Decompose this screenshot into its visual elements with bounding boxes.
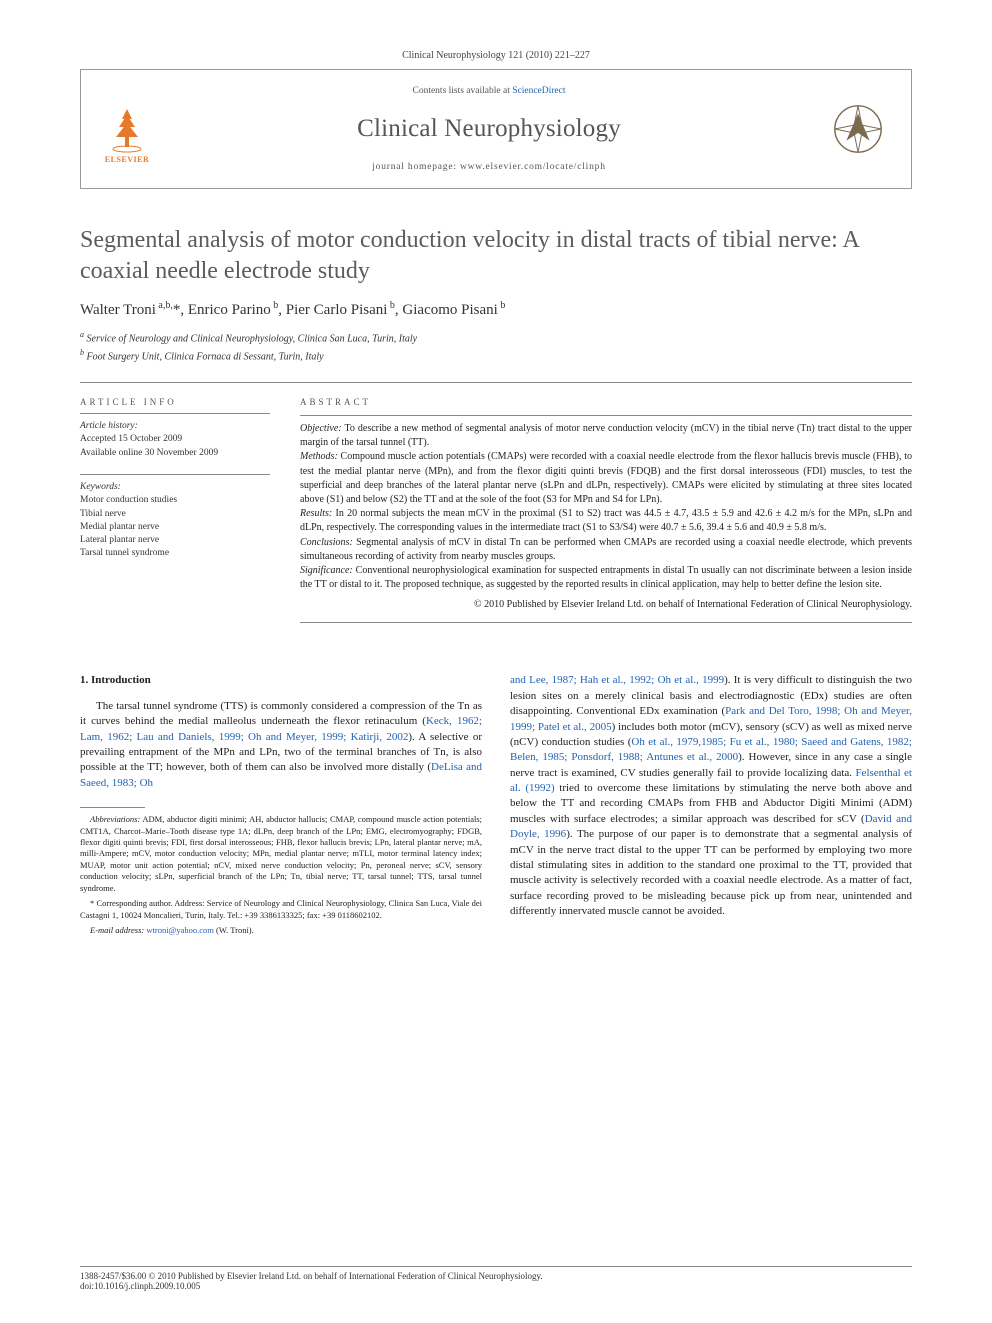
- email-link[interactable]: wtroni@yahoo.com: [146, 925, 214, 935]
- body-column-left: 1. Introduction The tarsal tunnel syndro…: [80, 673, 482, 940]
- homepage-url: www.elsevier.com/locate/clinph: [460, 162, 606, 172]
- intro-heading: 1. Introduction: [80, 673, 482, 688]
- elsevier-logo: ELSEVIER: [99, 94, 155, 164]
- affiliation-b-text: Foot Surgery Unit, Clinica Fornaca di Se…: [87, 351, 324, 362]
- keyword: Medial plantar nerve: [80, 521, 270, 534]
- affiliation-b: b Foot Surgery Unit, Clinica Fornaca di …: [80, 347, 912, 364]
- citation-link[interactable]: and Lee, 1987; Hah et al., 1992; Oh et a…: [510, 674, 724, 686]
- online-date: Available online 30 November 2009: [80, 447, 270, 460]
- divider: [300, 415, 912, 416]
- abstract-label: ABSTRACT: [300, 397, 912, 407]
- abstract-methods-label: Methods:: [300, 451, 338, 462]
- abbrev-text: ADM, abductor digiti minimi; AH, abducto…: [80, 814, 482, 893]
- corresponding-footnote: * Corresponding author. Address: Service…: [80, 898, 482, 921]
- sciencedirect-link[interactable]: ScienceDirect: [512, 86, 565, 96]
- contents-prefix: Contents lists available at: [412, 86, 512, 96]
- abstract-objective: To describe a new method of segmental an…: [300, 423, 912, 448]
- abstract-text: Objective: To describe a new method of s…: [300, 422, 912, 612]
- intro-paragraph: The tarsal tunnel syndrome (TTS) is comm…: [80, 699, 482, 791]
- issn-copyright: 1388-2457/$36.00 © 2010 Published by Els…: [80, 1271, 543, 1281]
- journal-header-box: ELSEVIER Contents lists available at Sci…: [80, 69, 912, 189]
- journal-reference: Clinical Neurophysiology 121 (2010) 221–…: [80, 50, 912, 61]
- article-title: Segmental analysis of motor conduction v…: [80, 225, 912, 286]
- article-history: Article history: Accepted 15 October 200…: [80, 420, 270, 460]
- footnote-rule: [80, 807, 145, 808]
- footnotes: Abbreviations: ADM, abductor digiti mini…: [80, 814, 482, 937]
- divider: [80, 382, 912, 383]
- abstract-results: In 20 normal subjects the mean mCV in th…: [300, 508, 912, 533]
- abstract-methods: Compound muscle action potentials (CMAPs…: [300, 451, 912, 505]
- history-label: Article history:: [80, 420, 270, 433]
- text: The tarsal tunnel syndrome (TTS) is comm…: [80, 700, 482, 727]
- abbreviations-footnote: Abbreviations: ADM, abductor digiti mini…: [80, 814, 482, 894]
- journal-homepage: journal homepage: www.elsevier.com/locat…: [155, 162, 823, 172]
- author-list: Walter Troni a,b,*, Enrico Parino b, Pie…: [80, 300, 912, 319]
- affiliation-a-text: Service of Neurology and Clinical Neurop…: [87, 334, 418, 345]
- intro-paragraph-cont: and Lee, 1987; Hah et al., 1992; Oh et a…: [510, 673, 912, 919]
- elsevier-label: ELSEVIER: [105, 155, 149, 164]
- page-footer: 1388-2457/$36.00 © 2010 Published by Els…: [80, 1266, 912, 1291]
- keyword: Tarsal tunnel syndrome: [80, 547, 270, 560]
- abstract-results-label: Results:: [300, 508, 332, 519]
- abstract-column: ABSTRACT Objective: To describe a new me…: [300, 389, 912, 629]
- abstract-conclusions: Segmental analysis of mCV in distal Tn c…: [300, 537, 912, 562]
- accepted-date: Accepted 15 October 2009: [80, 433, 270, 446]
- keyword: Motor conduction studies: [80, 494, 270, 507]
- abstract-copyright: © 2010 Published by Elsevier Ireland Ltd…: [300, 598, 912, 612]
- compass-icon: [829, 100, 887, 158]
- homepage-prefix: journal homepage:: [372, 162, 460, 172]
- info-abstract-row: ARTICLE INFO Article history: Accepted 1…: [80, 389, 912, 629]
- keywords-block: Keywords: Motor conduction studies Tibia…: [80, 481, 270, 561]
- email-label: E-mail address:: [90, 925, 144, 935]
- body-two-column: 1. Introduction The tarsal tunnel syndro…: [80, 673, 912, 940]
- keyword: Lateral plantar nerve: [80, 534, 270, 547]
- email-suffix: (W. Troni).: [214, 925, 254, 935]
- abstract-conclusions-label: Conclusions:: [300, 537, 353, 548]
- text: ). The purpose of our paper is to demons…: [510, 828, 912, 917]
- journal-cover-icon: [823, 84, 893, 174]
- article-info-label: ARTICLE INFO: [80, 397, 270, 407]
- keyword: Tibial nerve: [80, 508, 270, 521]
- body-column-right: and Lee, 1987; Hah et al., 1992; Oh et a…: [510, 673, 912, 940]
- tree-icon: [102, 105, 152, 155]
- abstract-significance-label: Significance:: [300, 565, 353, 576]
- abbrev-label: Abbreviations:: [90, 814, 140, 824]
- divider: [80, 413, 270, 414]
- email-footnote: E-mail address: wtroni@yahoo.com (W. Tro…: [80, 925, 482, 936]
- journal-title: Clinical Neurophysiology: [155, 115, 823, 143]
- header-center: Contents lists available at ScienceDirec…: [155, 82, 823, 176]
- divider: [300, 622, 912, 623]
- article-info-column: ARTICLE INFO Article history: Accepted 1…: [80, 389, 270, 629]
- abstract-objective-label: Objective:: [300, 423, 342, 434]
- footer-rule: [80, 1266, 912, 1267]
- text: tried to overcome these limitations by s…: [510, 782, 912, 825]
- doi: doi:10.1016/j.clinph.2009.10.005: [80, 1281, 543, 1291]
- contents-available-line: Contents lists available at ScienceDirec…: [155, 86, 823, 96]
- abstract-significance: Conventional neurophysiological examinat…: [300, 565, 912, 590]
- affiliations: a Service of Neurology and Clinical Neur…: [80, 329, 912, 364]
- keywords-label: Keywords:: [80, 481, 270, 494]
- divider: [80, 474, 270, 475]
- affiliation-a: a Service of Neurology and Clinical Neur…: [80, 329, 912, 346]
